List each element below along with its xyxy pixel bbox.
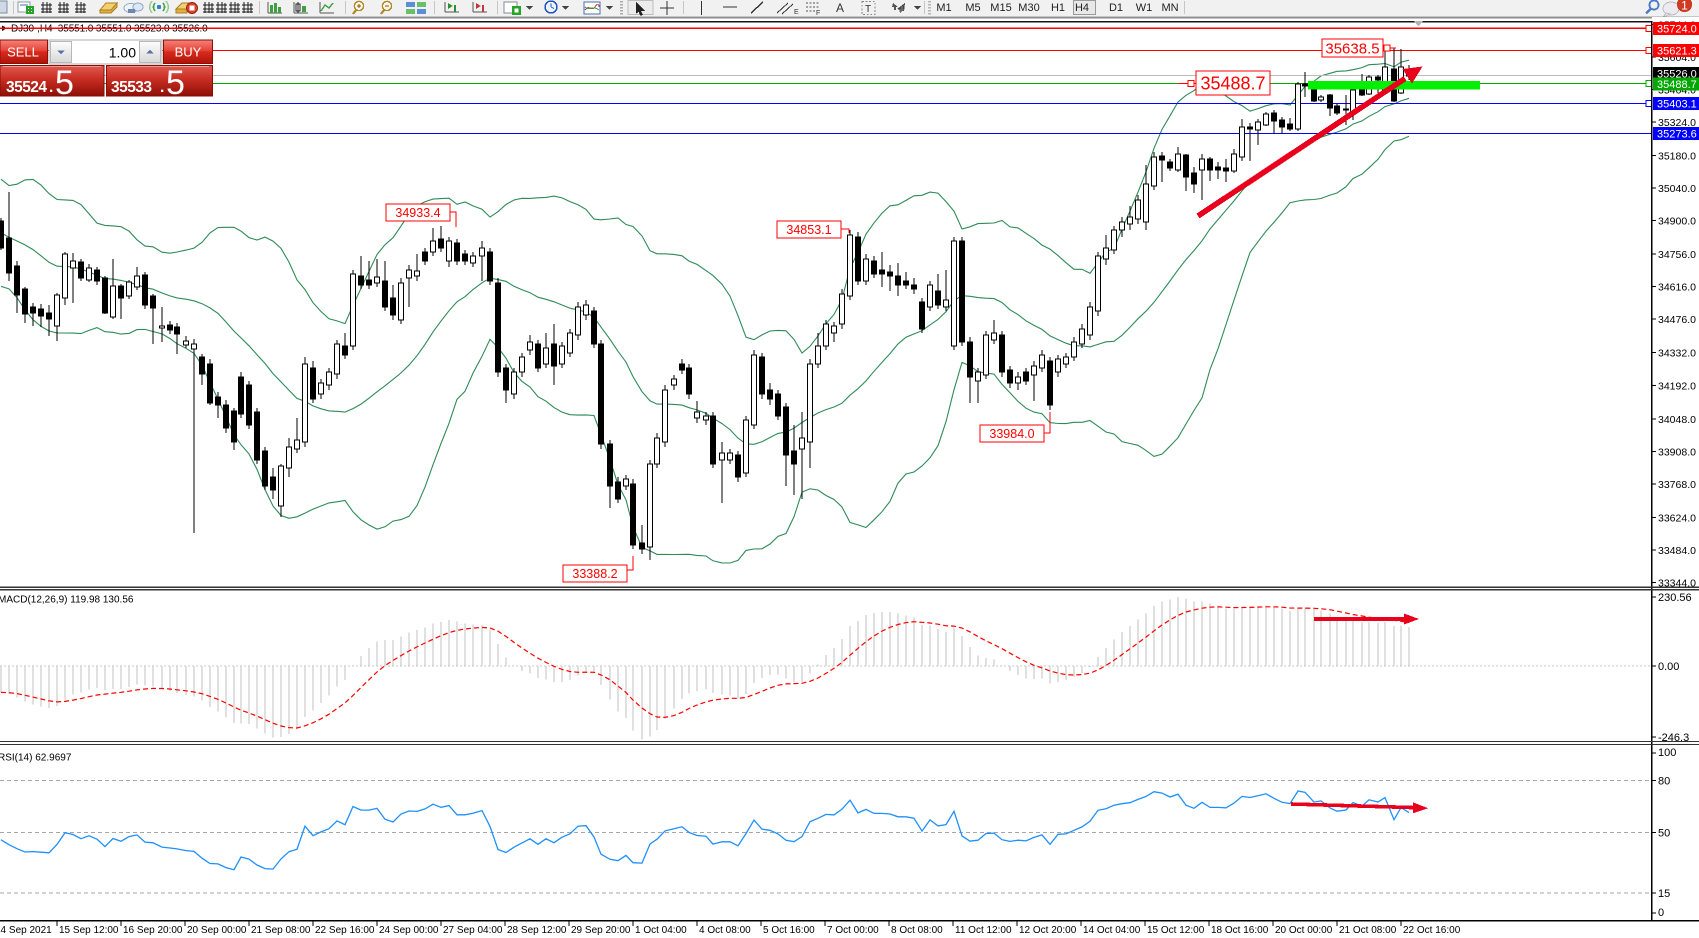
svg-text:22 Oct 16:00: 22 Oct 16:00 <box>1403 925 1461 936</box>
svg-text:24 Sep 00:00: 24 Sep 00:00 <box>379 925 439 936</box>
svg-text:22 Sep 16:00: 22 Sep 16:00 <box>315 925 375 936</box>
svg-text:50: 50 <box>1658 828 1670 840</box>
svg-text:35488.7: 35488.7 <box>1657 79 1697 91</box>
svg-text:28 Sep 12:00: 28 Sep 12:00 <box>507 925 567 936</box>
svg-text:5 Oct 16:00: 5 Oct 16:00 <box>763 925 815 936</box>
svg-text:D1: D1 <box>1109 2 1123 14</box>
svg-text:35273.6: 35273.6 <box>1657 129 1697 141</box>
svg-text:0: 0 <box>1658 907 1664 919</box>
svg-text:34900.0: 34900.0 <box>1658 216 1696 228</box>
svg-text:34476.0: 34476.0 <box>1658 314 1696 326</box>
svg-text:34616.0: 34616.0 <box>1658 282 1696 294</box>
svg-text:E: E <box>794 9 799 16</box>
svg-text:RSI(14) 62.9697: RSI(14) 62.9697 <box>0 753 72 764</box>
svg-text:34048.0: 34048.0 <box>1658 414 1696 426</box>
svg-text:F: F <box>816 10 820 17</box>
svg-text:15: 15 <box>1658 888 1670 900</box>
svg-text:21 Sep 08:00: 21 Sep 08:00 <box>251 925 311 936</box>
svg-text:16 Sep 20:00: 16 Sep 20:00 <box>123 925 183 936</box>
svg-text:4 Oct 08:00: 4 Oct 08:00 <box>699 925 751 936</box>
svg-text:1 Oct 04:00: 1 Oct 04:00 <box>635 925 687 936</box>
svg-text:M30: M30 <box>1018 2 1039 14</box>
svg-text:34192.0: 34192.0 <box>1658 380 1696 392</box>
svg-text:20 Oct 00:00: 20 Oct 00:00 <box>1275 925 1333 936</box>
svg-text:15 Oct 12:00: 15 Oct 12:00 <box>1147 925 1205 936</box>
svg-text:29 Sep 20:00: 29 Sep 20:00 <box>571 925 631 936</box>
svg-text:5: 5 <box>55 64 74 102</box>
svg-text:35180.0: 35180.0 <box>1658 151 1696 163</box>
svg-text:11 Oct 12:00: 11 Oct 12:00 <box>955 925 1012 936</box>
svg-text:35040.0: 35040.0 <box>1658 183 1696 195</box>
svg-text:35524: 35524 <box>6 79 47 96</box>
svg-text:5: 5 <box>166 64 185 102</box>
svg-text:35324.0: 35324.0 <box>1658 117 1696 129</box>
svg-text:DJ30-,H4 35551.0 35551.0 3552: DJ30-,H4 35551.0 35551.0 35523.0 35526.0 <box>11 24 208 35</box>
svg-text:18 Oct 16:00: 18 Oct 16:00 <box>1211 925 1269 936</box>
svg-text:H4: H4 <box>1075 2 1089 14</box>
svg-text:1.00: 1.00 <box>109 45 136 61</box>
svg-text:M5: M5 <box>965 2 980 14</box>
svg-text:8 Oct 08:00: 8 Oct 08:00 <box>891 925 943 936</box>
svg-text:33768.0: 33768.0 <box>1658 479 1696 491</box>
svg-text:.: . <box>49 79 53 96</box>
svg-text:W1: W1 <box>1136 2 1153 14</box>
svg-text:-246.3: -246.3 <box>1658 732 1689 744</box>
svg-text:A: A <box>836 1 844 15</box>
svg-text:100: 100 <box>1658 747 1676 759</box>
svg-text:33984.0: 33984.0 <box>989 427 1034 441</box>
svg-text:H1: H1 <box>1051 2 1065 14</box>
svg-text:35533: 35533 <box>111 79 152 96</box>
svg-text:1: 1 <box>1681 0 1688 13</box>
svg-text:34756.0: 34756.0 <box>1658 249 1696 261</box>
svg-text:33344.0: 33344.0 <box>1658 577 1696 589</box>
svg-text:20 Sep 00:00: 20 Sep 00:00 <box>187 925 247 936</box>
svg-text:80: 80 <box>1658 776 1670 788</box>
svg-text:T: T <box>865 4 871 15</box>
svg-text:M1: M1 <box>936 2 951 14</box>
svg-text:0.00: 0.00 <box>1658 661 1679 673</box>
svg-text:14 Sep 2021: 14 Sep 2021 <box>0 925 52 936</box>
svg-text:35621.3: 35621.3 <box>1657 46 1697 58</box>
svg-text:230.56: 230.56 <box>1658 592 1692 604</box>
svg-text:33484.0: 33484.0 <box>1658 545 1696 557</box>
svg-text:M15: M15 <box>990 2 1011 14</box>
svg-text:35638.5: 35638.5 <box>1325 40 1379 57</box>
svg-text:34853.1: 34853.1 <box>786 223 831 237</box>
svg-text:SELL: SELL <box>7 45 39 60</box>
svg-text:34933.4: 34933.4 <box>395 206 440 220</box>
svg-text:33388.2: 33388.2 <box>572 567 617 581</box>
svg-text:27 Sep 04:00: 27 Sep 04:00 <box>443 925 503 936</box>
svg-text:15 Sep 12:00: 15 Sep 12:00 <box>59 925 119 936</box>
svg-text:MACD(12,26,9) 119.98 130.56: MACD(12,26,9) 119.98 130.56 <box>0 595 134 606</box>
svg-text:33624.0: 33624.0 <box>1658 512 1696 524</box>
svg-text:33908.0: 33908.0 <box>1658 446 1696 458</box>
svg-text:7 Oct 00:00: 7 Oct 00:00 <box>827 925 879 936</box>
svg-text:21 Oct 08:00: 21 Oct 08:00 <box>1339 925 1397 936</box>
svg-text:34332.0: 34332.0 <box>1658 348 1696 360</box>
svg-text:BUY: BUY <box>175 45 202 60</box>
svg-text:35724.0: 35724.0 <box>1657 23 1697 35</box>
svg-text:35403.1: 35403.1 <box>1657 99 1697 111</box>
svg-text:12 Oct 20:00: 12 Oct 20:00 <box>1019 925 1077 936</box>
svg-text:.: . <box>160 79 164 96</box>
svg-text:14 Oct 04:00: 14 Oct 04:00 <box>1083 925 1141 936</box>
svg-text:35488.7: 35488.7 <box>1200 73 1265 93</box>
svg-text:MN: MN <box>1161 2 1178 14</box>
